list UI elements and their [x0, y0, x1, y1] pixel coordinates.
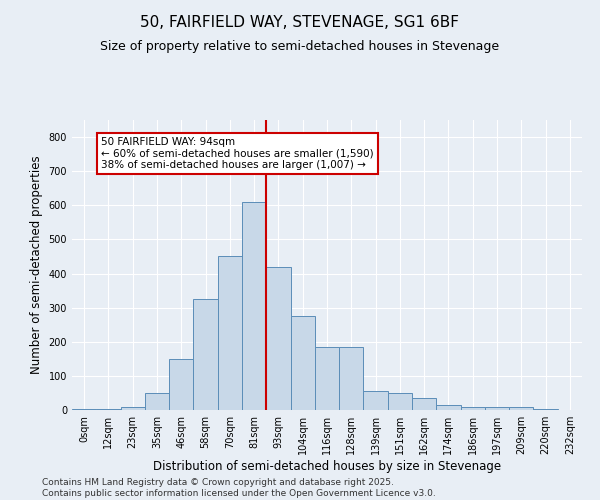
Bar: [388, 393, 412, 410]
Text: Contains HM Land Registry data © Crown copyright and database right 2025.
Contai: Contains HM Land Registry data © Crown c…: [42, 478, 436, 498]
Bar: [145, 393, 169, 410]
Bar: [509, 406, 533, 410]
Bar: [242, 202, 266, 410]
Bar: [169, 359, 193, 410]
Bar: [315, 347, 339, 410]
Bar: [339, 347, 364, 410]
Bar: [485, 406, 509, 410]
X-axis label: Distribution of semi-detached houses by size in Stevenage: Distribution of semi-detached houses by …: [153, 460, 501, 473]
Y-axis label: Number of semi-detached properties: Number of semi-detached properties: [30, 156, 43, 374]
Bar: [218, 256, 242, 410]
Bar: [364, 391, 388, 410]
Bar: [193, 299, 218, 410]
Bar: [290, 316, 315, 410]
Text: 50, FAIRFIELD WAY, STEVENAGE, SG1 6BF: 50, FAIRFIELD WAY, STEVENAGE, SG1 6BF: [140, 15, 460, 30]
Bar: [436, 405, 461, 410]
Text: Size of property relative to semi-detached houses in Stevenage: Size of property relative to semi-detach…: [100, 40, 500, 53]
Bar: [266, 266, 290, 410]
Text: 50 FAIRFIELD WAY: 94sqm
← 60% of semi-detached houses are smaller (1,590)
38% of: 50 FAIRFIELD WAY: 94sqm ← 60% of semi-de…: [101, 137, 374, 170]
Bar: [121, 406, 145, 410]
Bar: [461, 406, 485, 410]
Bar: [412, 398, 436, 410]
